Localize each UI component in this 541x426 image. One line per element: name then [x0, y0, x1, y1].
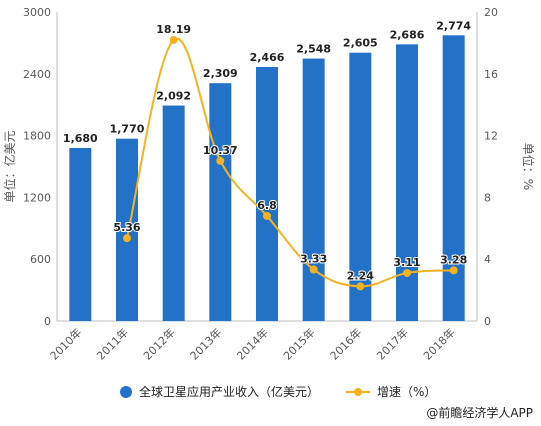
- x-tick-label: 2014年: [234, 325, 271, 362]
- legend-bar-label: 全球卫星应用产业收入（亿美元）: [139, 384, 319, 399]
- bar-series: [69, 35, 465, 322]
- x-tick-label: 2011年: [94, 325, 131, 362]
- line-value-label: 18.19: [156, 23, 191, 36]
- y-left-tick-label: 0: [44, 315, 51, 328]
- bar: [116, 138, 138, 321]
- line-value-label: 3.28: [440, 253, 467, 266]
- bar-value-label: 2,309: [203, 67, 238, 80]
- line-series: [123, 35, 458, 291]
- y-right-tick-label: 0: [484, 315, 491, 328]
- bar-value-label: 2,686: [390, 28, 425, 41]
- line-value-label: 5.36: [113, 221, 140, 234]
- line-value-label: 6.8: [257, 199, 277, 212]
- legend-line-marker: [354, 388, 362, 396]
- bar-value-label: 2,092: [156, 90, 191, 103]
- y-right-tick-label: 16: [484, 68, 498, 81]
- line-point: [356, 282, 365, 291]
- x-tick-label: 2016年: [327, 325, 364, 362]
- line-point: [403, 268, 411, 277]
- legend: 全球卫星应用产业收入（亿美元） 增速（%）: [120, 384, 436, 399]
- legend-bar-marker: [120, 386, 132, 398]
- bar-value-label: 2,466: [250, 51, 285, 64]
- x-tick-label: 2012年: [140, 325, 177, 362]
- bar: [162, 105, 185, 321]
- line-point: [309, 265, 318, 274]
- data-labels: 1,680 1,770 2,092 2,309 2,466 2,548 2,605 2,686…: [63, 19, 471, 283]
- line-value-label: 3.33: [300, 253, 327, 266]
- line-point: [123, 234, 131, 243]
- bar: [302, 58, 325, 321]
- bar: [442, 35, 465, 321]
- y-right-tick-label: 8: [484, 191, 491, 204]
- bar: [256, 67, 278, 321]
- bar-value-label: 1,680: [63, 132, 98, 145]
- bar-value-label: 1,770: [110, 123, 145, 136]
- y-right-tick-label: 12: [484, 130, 498, 143]
- line-point: [263, 211, 271, 220]
- line-value-label: 3.11: [393, 256, 420, 269]
- line-point: [449, 266, 458, 275]
- y-left-tick-label: 3000: [23, 6, 51, 19]
- source-credit: @前瞻经济学人APP: [426, 405, 533, 420]
- bar-value-label: 2,548: [296, 43, 331, 56]
- x-tick-label: 2018年: [420, 325, 457, 362]
- x-tick-label: 2017年: [374, 325, 411, 362]
- y-left-tick-label: 1200: [23, 191, 51, 204]
- y-axis-left-title: 单位：亿美元: [2, 130, 17, 202]
- line-value-label: 2.24: [347, 269, 374, 282]
- bar: [69, 147, 92, 321]
- x-tick-label: 2015年: [280, 325, 317, 362]
- legend-line-label: 增速（%）: [377, 385, 436, 399]
- y-axis-right-title: 单位：%: [521, 143, 536, 190]
- y-right-tick-label: 20: [484, 6, 498, 19]
- bar: [396, 44, 418, 321]
- x-tick-label: 2010年: [47, 325, 84, 362]
- y-left-tick-label: 600: [30, 253, 51, 266]
- bar: [209, 83, 232, 321]
- bar-value-label: 2,605: [343, 37, 378, 50]
- y-left-tick-label: 1800: [23, 130, 51, 143]
- bar: [349, 52, 372, 322]
- line-point: [216, 156, 225, 165]
- line-point: [169, 35, 178, 44]
- y-right-tick-label: 4: [484, 253, 491, 266]
- bar-value-label: 2,774: [436, 19, 471, 32]
- line-value-label: 10.37: [203, 144, 238, 157]
- y-left-tick-label: 2400: [23, 68, 51, 81]
- x-tick-label: 2013年: [187, 325, 224, 362]
